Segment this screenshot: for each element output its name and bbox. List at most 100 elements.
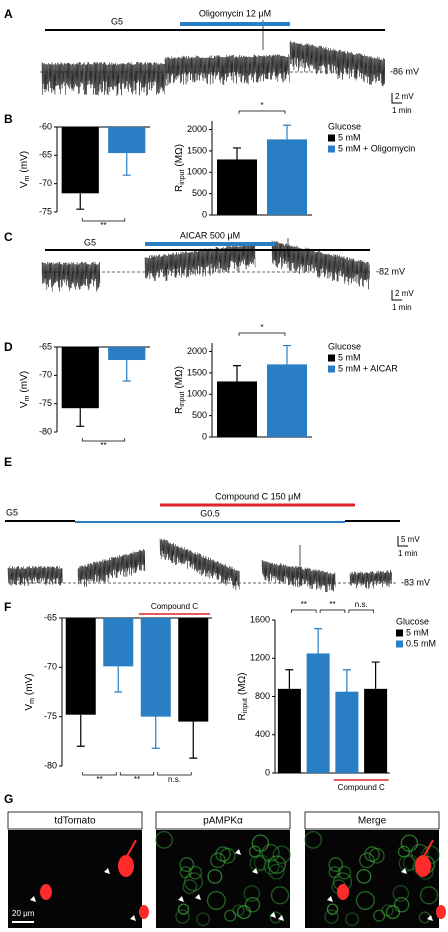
y-tick-label: 0: [265, 767, 270, 777]
error-bar: [283, 344, 291, 365]
condition-label: G5: [111, 16, 123, 26]
green-cell: [263, 858, 280, 875]
green-cell: [421, 845, 440, 864]
red-cell: [118, 855, 134, 877]
y-tick-label: -70: [39, 178, 52, 188]
significance-label: n.s.: [355, 600, 368, 609]
y-label-unit: (mV): [19, 151, 30, 173]
green-cell: [207, 868, 223, 884]
condition-label: Oligomycin 12 μM: [199, 8, 271, 18]
significance-bracket: [81, 218, 126, 222]
green-cell: [243, 885, 261, 902]
y-tick-label: -60: [39, 121, 52, 131]
error-bar: [314, 628, 323, 654]
y-label-main: R: [174, 407, 185, 414]
trace: [349, 570, 392, 589]
arrowhead: [104, 868, 110, 874]
arrowhead: [178, 896, 184, 902]
green-cell: [196, 912, 210, 927]
y-tick-label: -75: [44, 711, 57, 721]
bar: [61, 347, 99, 409]
green-cell: [249, 855, 267, 872]
error-bar: [285, 669, 294, 689]
panel-label: B: [4, 112, 13, 126]
green-cell: [324, 909, 339, 924]
arrowhead: [327, 896, 333, 902]
y-tick-label: 2000: [187, 346, 207, 356]
y-axis-label: Rinput (MΩ): [174, 366, 187, 414]
y-tick-label: 1600: [250, 614, 270, 624]
green-cell: [184, 872, 204, 892]
arrowhead: [427, 915, 433, 921]
panel-header: [155, 811, 291, 830]
error-bar: [283, 124, 291, 140]
error-bar: [233, 365, 241, 382]
legend-swatch: [328, 145, 335, 153]
legend-swatch: [396, 629, 403, 637]
legend-label: 5 mM: [406, 627, 429, 637]
scale-bar: [391, 290, 402, 301]
arrowhead: [30, 896, 36, 902]
green-cell: [368, 847, 385, 864]
bar: [103, 618, 134, 667]
y-tick-label: 2000: [187, 124, 207, 134]
bar: [267, 364, 307, 437]
bar: [108, 127, 146, 154]
y-tick-label: -70: [39, 370, 52, 380]
panel-label: E: [4, 455, 12, 469]
significance-bracket: [238, 110, 286, 114]
green-cell: [206, 891, 226, 910]
bar: [277, 688, 301, 773]
green-cell: [177, 903, 190, 915]
panel-header: [7, 811, 143, 830]
significance-bracket: [291, 609, 317, 613]
arrowhead: [235, 849, 241, 855]
trace: [7, 566, 63, 586]
legend-label: 5 mM + Oligomycin: [338, 143, 415, 153]
y-tick-label: 500: [192, 410, 207, 420]
red-process: [125, 839, 137, 859]
green-cell: [337, 865, 352, 880]
scale-bar: [397, 536, 408, 547]
y-tick-label: -75: [39, 398, 52, 408]
green-cell: [373, 909, 386, 922]
scale-x-label: 1 min: [392, 106, 412, 115]
legend-swatch: [328, 354, 335, 362]
green-cell: [355, 891, 375, 910]
legend-title: Glucose: [328, 341, 361, 351]
bar: [65, 618, 96, 715]
condition-label: G5: [84, 237, 96, 247]
green-cell: [345, 912, 359, 927]
y-tick-label: -80: [39, 426, 52, 436]
significance-label: **: [96, 775, 102, 784]
legend-swatch: [328, 134, 335, 142]
baseline-label: -86 mV: [390, 66, 419, 76]
arrowhead: [252, 868, 258, 874]
significance-label: n.s.: [168, 775, 181, 784]
green-cell: [251, 834, 270, 852]
condition-label: AICAR 500 μM: [180, 230, 240, 240]
y-tick-label: 0: [202, 431, 207, 441]
trace: [144, 242, 256, 282]
significance-bracket: [319, 609, 346, 613]
green-cell: [261, 843, 280, 863]
panel-title: Merge: [358, 816, 387, 827]
panel-title: tdTomato: [54, 816, 96, 827]
error-bar: [76, 408, 85, 427]
trace: [271, 240, 370, 290]
error-bar: [122, 360, 131, 382]
y-label-main: V: [24, 704, 35, 711]
y-label-unit: (MΩ): [174, 144, 185, 166]
y-tick-label: 1000: [187, 389, 207, 399]
y-axis-label: Rinput (MΩ): [237, 673, 250, 721]
legend-title: Glucose: [328, 121, 361, 131]
trace: [41, 61, 165, 96]
trace: [261, 559, 336, 593]
significance-label: **: [134, 775, 140, 784]
legend-swatch: [328, 365, 335, 373]
arrowhead: [130, 915, 136, 921]
scale-y-label: 5 mV: [401, 535, 420, 544]
trace: [41, 261, 101, 292]
green-cell: [272, 845, 291, 864]
